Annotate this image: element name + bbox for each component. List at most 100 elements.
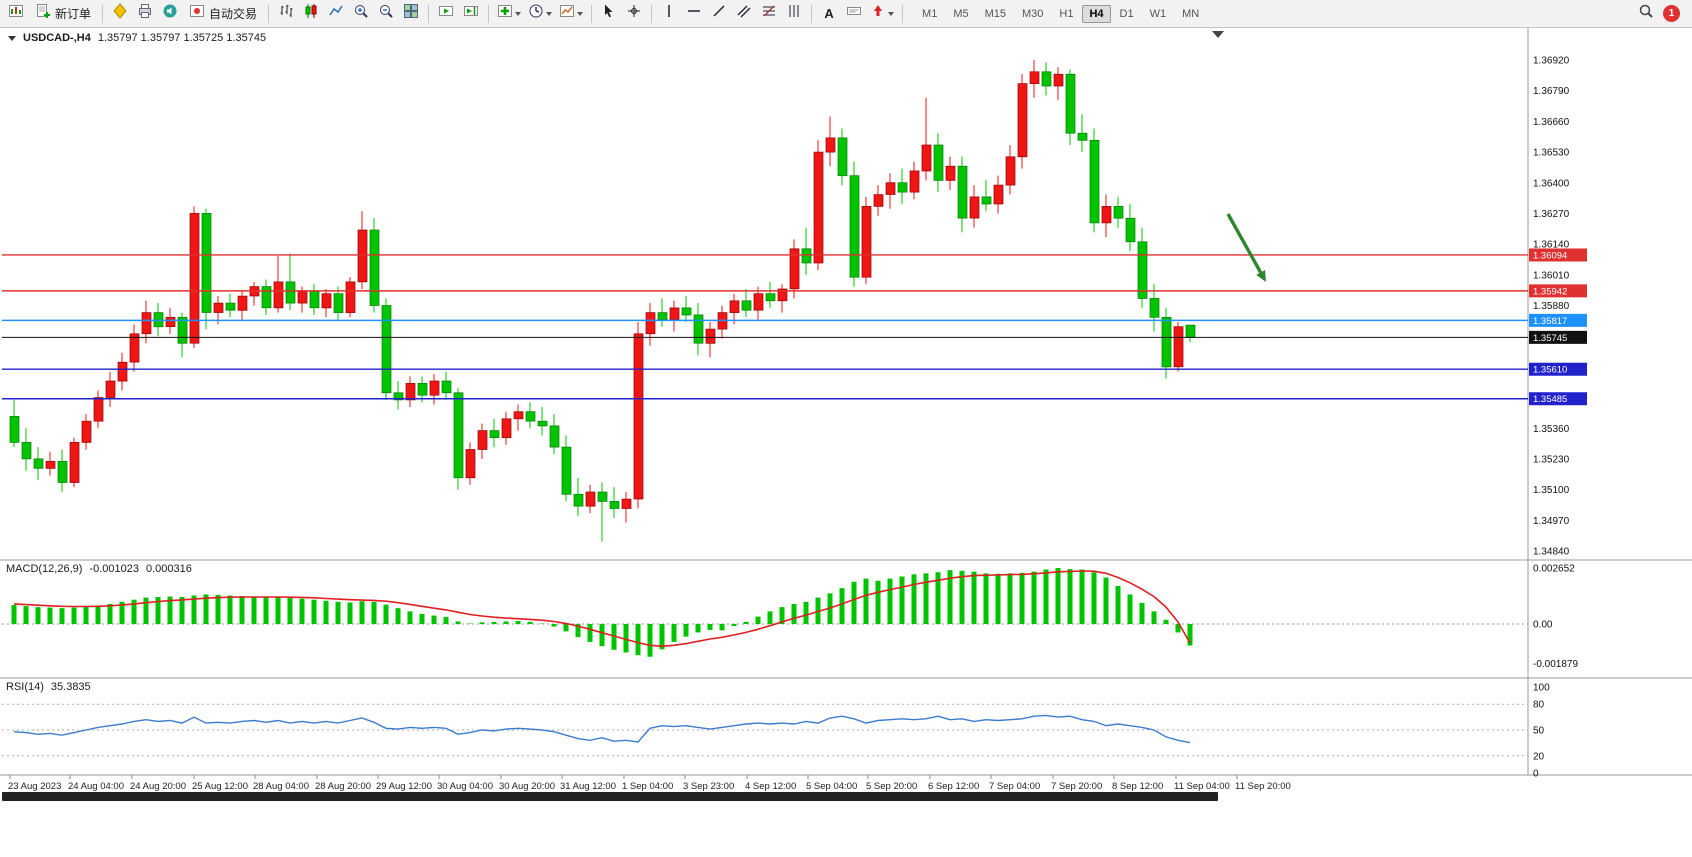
candle-body: [621, 498, 632, 509]
arrows-dropdown-icon[interactable]: [888, 11, 895, 16]
print-button[interactable]: [133, 3, 157, 25]
candle-body: [9, 416, 20, 443]
candle-body: [633, 333, 644, 500]
metaeditor-button[interactable]: [108, 3, 132, 25]
candle-body: [333, 293, 344, 313]
candle-body: [705, 328, 716, 344]
candle-body: [981, 196, 992, 205]
equidistant-channel-button[interactable]: [732, 3, 756, 25]
arrows-button[interactable]: [867, 3, 897, 25]
cursor-button[interactable]: [597, 3, 621, 25]
timeframe-M15[interactable]: M15: [984, 7, 1006, 20]
time-axis-label: 31 Aug 12:00: [560, 781, 616, 792]
sound-button[interactable]: [158, 3, 182, 25]
horizontal-scrollbar[interactable]: [2, 792, 1218, 801]
auto-scroll-button[interactable]: [434, 3, 458, 25]
zoom-in-button[interactable]: [349, 3, 373, 25]
candle-body: [909, 170, 920, 193]
new-chart-button[interactable]: [4, 3, 28, 25]
price-badge: [1529, 284, 1587, 298]
price-badge-label: 1.35610: [1533, 365, 1567, 376]
trendline-button[interactable]: [707, 3, 731, 25]
candlestick-icon: [303, 3, 319, 24]
candle-body: [81, 420, 92, 443]
chart-shift-button[interactable]: [459, 3, 483, 25]
candle-body: [525, 411, 536, 422]
price-axis-tick: 1.34970: [1533, 516, 1570, 527]
bar-chart-button[interactable]: [274, 3, 298, 25]
timeframe-MN[interactable]: MN: [1182, 7, 1200, 20]
candle-body: [45, 460, 56, 469]
candle-body: [1029, 71, 1040, 84]
candle-body: [801, 248, 812, 264]
notification-badge[interactable]: 1: [1663, 5, 1680, 22]
price-chart-canvas[interactable]: 1.36920 1.36790 1.36660 1.36530 1.36400 1.362…: [0, 28, 1692, 857]
timeframe-group: M1 M5 M15 M30 H1 H4 D1 W1 MN: [914, 4, 1207, 23]
new-order-icon: [35, 3, 51, 24]
timeframe-M30[interactable]: M30: [1022, 7, 1044, 20]
price-badge-label: 1.35485: [1533, 394, 1567, 405]
templates-dropdown-icon[interactable]: [577, 11, 584, 16]
search-button[interactable]: [1634, 3, 1658, 25]
candle-body: [1017, 83, 1028, 158]
horizontal-line-button[interactable]: [682, 3, 706, 25]
tile-windows-button[interactable]: [399, 3, 423, 25]
price-badge: [1529, 362, 1587, 376]
price-badge-label: 1.35817: [1533, 316, 1567, 327]
candle-body: [501, 418, 512, 439]
price-axis-tick: 1.34840: [1533, 547, 1570, 558]
text-button[interactable]: A: [817, 3, 841, 25]
timeframe-M5[interactable]: M5: [953, 7, 969, 20]
cycle-lines-button[interactable]: [782, 3, 806, 25]
crosshair-button[interactable]: [622, 3, 646, 25]
auto-trading-button[interactable]: 自动交易: [183, 3, 263, 25]
candle-body: [405, 383, 416, 401]
candle-body: [381, 305, 392, 394]
price-axis-tick: 1.35100: [1533, 485, 1570, 496]
toolbar-divider: [902, 4, 904, 23]
timeframe-M1[interactable]: M1: [922, 7, 938, 20]
zoom-in-icon: [353, 3, 369, 24]
timeframe-H4[interactable]: H4: [1082, 4, 1111, 23]
macd-axis-tick: 0.00: [1533, 620, 1553, 631]
timeframe-D1[interactable]: D1: [1119, 7, 1134, 20]
chart-shift-marker: [1212, 31, 1224, 38]
macd-axis-tick: 0.002652: [1533, 564, 1575, 575]
price-axis-tick: 1.36530: [1533, 148, 1570, 159]
line-chart-button[interactable]: [324, 3, 348, 25]
candle-body: [1041, 71, 1052, 87]
price-badge: [1529, 392, 1587, 406]
candle-body: [897, 182, 908, 193]
text-label-button[interactable]: [842, 3, 866, 25]
candle-body: [561, 446, 572, 495]
periods-dropdown-icon[interactable]: [546, 11, 553, 16]
candle-body: [537, 420, 548, 427]
timeframe-H1[interactable]: H1: [1059, 7, 1074, 20]
time-axis-label: 28 Aug 20:00: [315, 781, 371, 792]
templates-button[interactable]: [556, 3, 586, 25]
zoom-out-button[interactable]: [374, 3, 398, 25]
speaker-icon: [162, 3, 178, 24]
new-order-button[interactable]: 新订单: [29, 3, 97, 25]
candlestick-button[interactable]: [299, 3, 323, 25]
fibonacci-button[interactable]: [757, 3, 781, 25]
clock-icon: [528, 3, 544, 24]
periods-button[interactable]: [525, 3, 555, 25]
candle-body: [213, 302, 224, 313]
indicators-button[interactable]: [494, 3, 524, 25]
arrows-icon: [870, 3, 886, 24]
price-axis-tick: 1.36270: [1533, 209, 1570, 220]
candle-body: [69, 442, 80, 483]
candle-body: [429, 380, 440, 396]
candle-body: [993, 184, 1004, 205]
candle-body: [261, 286, 272, 309]
candle-body: [393, 392, 404, 401]
candle-body: [837, 137, 848, 177]
indicators-dropdown-icon[interactable]: [515, 11, 522, 16]
candle-body: [33, 458, 44, 469]
timeframe-W1[interactable]: W1: [1149, 7, 1167, 20]
price-badge-label: 1.35745: [1533, 333, 1567, 344]
vertical-line-button[interactable]: [657, 3, 681, 25]
candle-body: [105, 380, 116, 398]
candle-body: [453, 392, 464, 479]
